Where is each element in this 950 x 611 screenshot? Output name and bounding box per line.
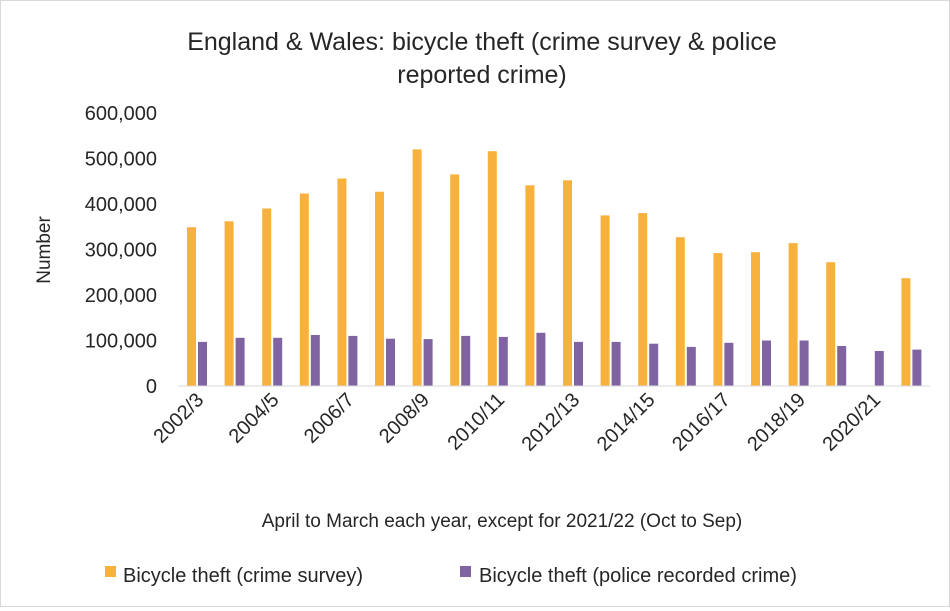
x-tick-label: 2012/13 [518,389,585,456]
x-tick-label: 2014/15 [593,389,660,456]
x-tick-label: 2006/7 [300,389,359,448]
bar-police-recorded [348,335,358,386]
x-tick-label: 2010/11 [444,389,510,455]
bar-police-recorded [273,337,283,386]
bar-crime-survey [788,243,798,386]
bar-police-recorded [762,340,771,386]
chart-title-line-1: England & Wales: bicycle theft (crime su… [187,28,777,56]
bar-crime-survey [901,278,911,386]
bar-crime-survey [525,185,535,386]
bar-crime-survey [826,262,836,386]
bar-marks [187,149,922,386]
bar-police-recorded [386,338,395,386]
bar-crime-survey [751,252,760,386]
bar-crime-survey [262,208,272,386]
bar-police-recorded [310,335,320,386]
x-tick-label: 2016/17 [668,389,735,456]
bar-crime-survey [299,193,309,386]
bar-crime-survey [375,191,384,386]
bar-police-recorded [912,349,922,386]
bar-police-recorded [837,346,847,386]
x-axis-label: April to March each year, except for 202… [262,511,743,532]
bar-police-recorded [498,336,508,386]
bar-crime-survey [224,221,234,386]
bar-crime-survey [638,213,648,386]
bar-crime-survey [412,149,422,386]
bar-police-recorded [461,335,471,386]
bar-police-recorded [874,351,884,386]
x-tick-label: 2004/5 [225,389,284,448]
bar-crime-survey [675,237,685,386]
legend-label-police-recorded: Bicycle theft (police recorded crime) [479,565,797,587]
bar-crime-survey [450,174,460,386]
bar-crime-survey [337,178,347,386]
y-tick-label: 500,000 [85,149,157,171]
legend-swatch-police-recorded [460,566,471,577]
bar-police-recorded [423,339,433,386]
bar-police-recorded [574,341,583,386]
bar-crime-survey [713,253,723,386]
x-tick-label: 2002/3 [150,389,209,448]
legend-swatch-crime-survey [105,566,116,577]
y-tick-label: 300,000 [85,240,157,262]
y-tick-label: 200,000 [85,285,157,307]
bar-police-recorded [235,337,245,386]
bar-crime-survey [563,180,572,386]
bar-police-recorded [724,342,734,386]
bar-crime-survey [187,227,196,386]
x-tick-label: 2020/21 [818,389,885,456]
x-tick-label: 2018/19 [743,389,810,456]
legend-label-crime-survey: Bicycle theft (crime survey) [123,565,363,587]
x-axis-ticks: 2002/3 2004/5 2006/7 2008/9 2010/11 2012/13 20… [150,389,886,456]
bar-police-recorded [536,332,546,386]
y-tick-label: 100,000 [85,331,157,353]
y-tick-label: 400,000 [85,194,157,216]
bar-crime-survey [600,215,610,386]
chart-legend: Bicycle theft (crime survey) Bicycle the… [105,565,797,587]
y-axis-label: Number [34,216,55,284]
x-tick-label: 2008/9 [375,389,434,448]
chart-title: England & Wales: bicycle theft (crime su… [187,28,777,89]
bar-police-recorded [649,343,659,386]
bar-police-recorded [611,341,621,386]
y-tick-label: 0 [146,376,157,398]
chart-title-line-2: reported crime) [397,61,567,89]
bar-police-recorded [198,341,207,386]
y-tick-label: 600,000 [85,103,157,125]
bar-crime-survey [487,151,497,386]
bar-police-recorded [799,340,809,386]
y-axis-ticks: 0 100,000 200,000 300,000 400,000 500,000 600,… [85,103,157,398]
bar-police-recorded [686,346,696,386]
